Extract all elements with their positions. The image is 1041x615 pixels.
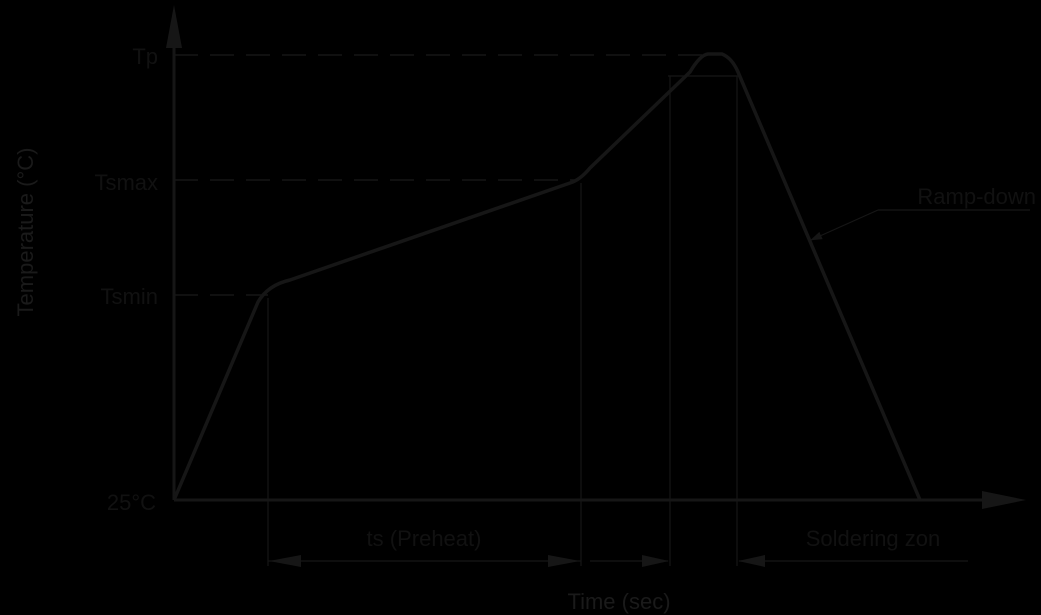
x-axis-title: Time (sec) [567,589,670,614]
preheat-label: ts (Preheat) [367,526,482,551]
soldering-zone-label: Soldering zon [806,526,941,551]
level-guides [174,54,710,296]
tsmax-label: Tsmax [94,170,158,195]
time-markers [267,75,740,566]
temperature-profile-curve [172,52,922,501]
ambient-label: 25°C [107,490,156,515]
tp-label: Tp [132,44,158,69]
y-axis-title: Temperature (°C) [13,148,38,317]
tsmin-label: Tsmin [101,284,158,309]
soldering-zone-dimension [590,555,968,567]
x-axis [174,491,1026,509]
ramp-down-label: Ramp-down [917,184,1036,209]
y-axis [166,5,182,500]
ramp-down-leader [810,209,1030,241]
preheat-dimension [268,555,581,567]
